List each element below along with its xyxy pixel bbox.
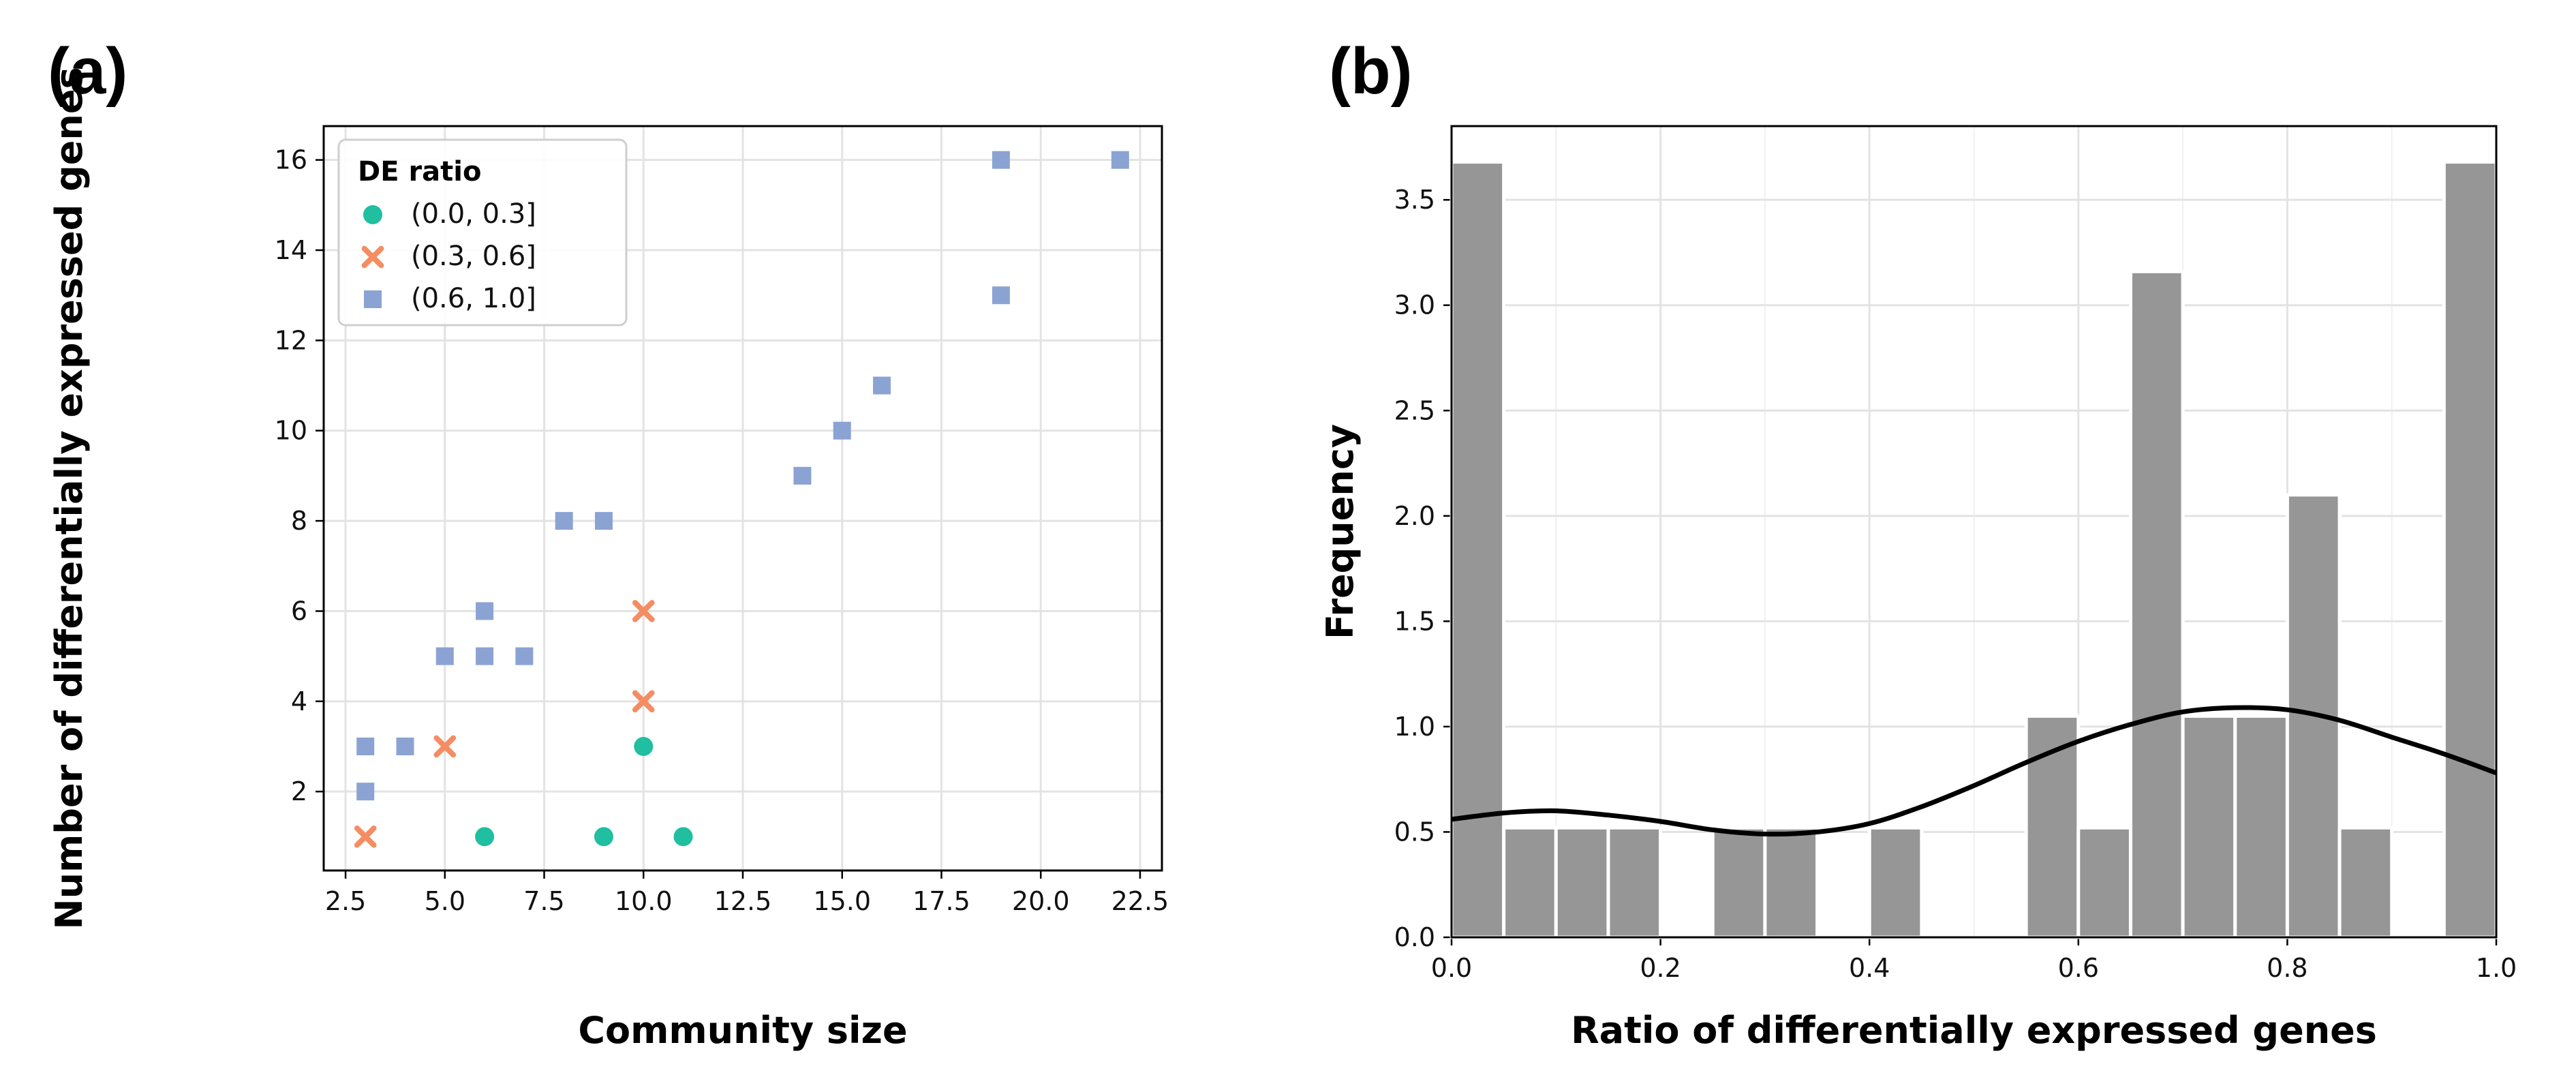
- y-tick-label: 16: [275, 145, 307, 175]
- legend-box: [337, 138, 628, 327]
- x-tick-label: 0.8: [2267, 953, 2307, 983]
- histogram-bar: [1867, 826, 1924, 939]
- point-square: [992, 286, 1010, 305]
- x-tick-label: 17.5: [913, 886, 970, 916]
- plot-frame: [322, 125, 1163, 872]
- point-x: [433, 735, 457, 758]
- legend-entry: (0.3, 0.6]: [411, 241, 536, 272]
- x-tick-label: 20.0: [1012, 886, 1070, 916]
- y-tick-label: 14: [275, 235, 307, 265]
- histogram-bar: [2442, 160, 2498, 939]
- histogram-bar: [1502, 826, 1558, 939]
- point-square: [396, 738, 414, 755]
- y-tick-label: 1.0: [1394, 712, 1435, 742]
- x-tick-label: 2.5: [325, 886, 366, 916]
- y-tick-label: 1.5: [1394, 606, 1435, 636]
- point-square: [594, 512, 613, 530]
- legend-title: DE ratio: [358, 156, 481, 187]
- histogram-bar: [1606, 826, 1663, 939]
- histogram-bar: [2233, 714, 2289, 939]
- x-tick-label: 0.4: [1849, 953, 1890, 983]
- point-square: [555, 512, 573, 530]
- y-tick-label: 4: [291, 686, 307, 716]
- x-tick-label: 15.0: [813, 886, 871, 916]
- point-circle: [594, 827, 613, 847]
- x-tick-label: 10.0: [615, 886, 673, 916]
- kde-line: [1451, 705, 2498, 837]
- y-tick-label: 2.0: [1394, 501, 1435, 531]
- y-axis-label: Frequency: [1319, 424, 1362, 639]
- panel-b-label: (b): [1329, 35, 1413, 108]
- histogram-bar: [2337, 826, 2394, 939]
- point-square: [992, 151, 1010, 169]
- point-square: [476, 647, 494, 665]
- point-square: [356, 783, 375, 801]
- histogram-bar: [1450, 160, 1506, 939]
- point-square: [435, 647, 454, 665]
- point-circle: [673, 827, 693, 847]
- y-tick-label: 0.5: [1394, 817, 1435, 847]
- point-x-stroke: [632, 690, 655, 713]
- point-square: [833, 421, 851, 440]
- y-tick-label: 8: [291, 506, 307, 536]
- x-axis-label: Ratio of differentially expressed genes: [1571, 1009, 2377, 1052]
- legend-marker-x-stroke: [361, 245, 384, 269]
- x-tick-label: 0.2: [1640, 953, 1681, 983]
- histogram-bar: [2181, 714, 2237, 939]
- y-tick-label: 3.5: [1394, 185, 1435, 215]
- histogram-chart: 0.0 0.2 0.4 0.6 0.8 1.0 0.0 0.5 1.0 1.5 2.0 2.5 3.0 3…: [1319, 125, 2517, 1052]
- point-square: [1111, 151, 1129, 169]
- point-x-stroke: [354, 826, 377, 848]
- y-tick-label: 3.0: [1394, 290, 1435, 320]
- scatter-chart: 2.5 5.0 7.5 10.0 12.5 15.0 17.5 20.0 22.5 2 4 6 8 10 1…: [48, 67, 1169, 1052]
- y-tick-label: 2: [291, 776, 307, 806]
- point-square: [476, 602, 494, 620]
- legend-marker-circle: [363, 205, 382, 224]
- histogram-bar: [2128, 269, 2185, 939]
- y-tick-label: 6: [291, 596, 307, 626]
- x-tick-label: 0.0: [1431, 953, 1472, 983]
- point-x: [632, 690, 655, 713]
- plot-frame: [1450, 125, 2498, 939]
- x-tick-label: 1.0: [2476, 953, 2517, 983]
- x-tick-label: 12.5: [714, 886, 772, 916]
- histogram-bar: [1554, 826, 1610, 939]
- histogram-bar: [2076, 826, 2132, 939]
- point-x: [632, 600, 655, 622]
- x-tick-label: 0.6: [2058, 953, 2099, 983]
- y-tick-label: 2.5: [1394, 395, 1435, 425]
- histogram-bar: [1763, 826, 1820, 939]
- x-axis-label: Community size: [578, 1009, 907, 1052]
- x-tick-label: 5.0: [425, 886, 465, 916]
- legend-entry: (0.0, 0.3]: [411, 198, 536, 230]
- point-square: [356, 738, 375, 755]
- histogram-bar: [1711, 826, 1767, 939]
- panel-a-label: (a): [48, 35, 128, 108]
- point-x-stroke: [632, 600, 655, 622]
- point-square: [793, 466, 812, 485]
- legend: DE ratio (0.0, 0.3] (0.3, 0.6] (0.6, 1.0]: [337, 138, 628, 327]
- y-axis-label: Number of differentially expressed genes: [48, 67, 91, 929]
- point-circle: [475, 827, 495, 847]
- point-x-stroke: [433, 735, 457, 758]
- legend-marker-square: [364, 290, 382, 308]
- point-square: [873, 376, 891, 395]
- x-tick-label: 22.5: [1111, 886, 1169, 916]
- y-tick-label: 0.0: [1394, 922, 1435, 952]
- y-tick-label: 12: [275, 325, 307, 355]
- y-tick-label: 10: [275, 416, 307, 446]
- point-x: [354, 826, 377, 848]
- point-circle: [634, 737, 654, 756]
- legend-marker-x: [361, 245, 384, 269]
- x-tick-label: 7.5: [523, 886, 564, 916]
- legend-entry: (0.6, 1.0]: [411, 283, 536, 314]
- point-square: [515, 647, 534, 665]
